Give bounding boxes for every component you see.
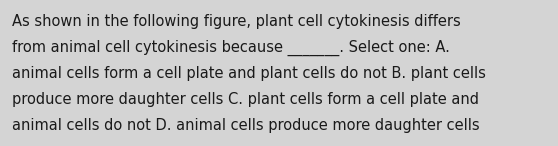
Text: produce more daughter cells C. plant cells form a cell plate and: produce more daughter cells C. plant cel…: [12, 92, 479, 107]
Text: from animal cell cytokinesis because _______. Select one: A.: from animal cell cytokinesis because ___…: [12, 40, 450, 56]
Text: As shown in the following figure, plant cell cytokinesis differs: As shown in the following figure, plant …: [12, 14, 461, 29]
Text: animal cells form a cell plate and plant cells do not B. plant cells: animal cells form a cell plate and plant…: [12, 66, 486, 81]
Text: animal cells do not D. animal cells produce more daughter cells: animal cells do not D. animal cells prod…: [12, 118, 480, 133]
